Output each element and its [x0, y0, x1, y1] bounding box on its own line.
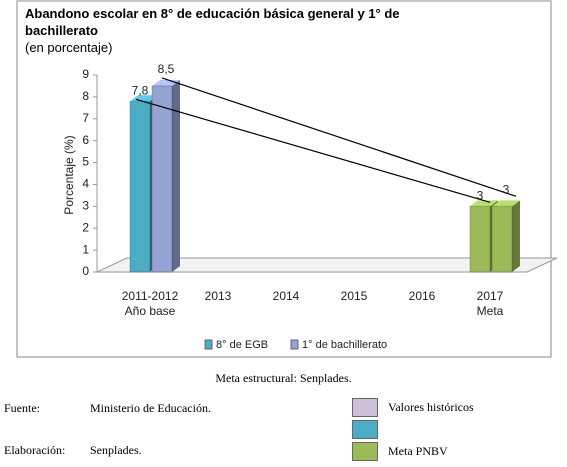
key-label: Valores históricos — [388, 400, 474, 414]
y-tick-label: 8 — [82, 89, 89, 103]
y-tick-label: 2 — [82, 220, 89, 234]
value-label: 3 — [477, 189, 484, 203]
y-tick-label: 5 — [82, 155, 89, 169]
y-tick-label: 4 — [82, 177, 89, 191]
legend-swatch — [290, 339, 299, 350]
y-tick-label: 9 — [82, 67, 89, 81]
y-tick-label: 0 — [82, 264, 89, 278]
floor — [96, 257, 558, 273]
key-swatch — [352, 442, 378, 461]
chart-frame — [16, 0, 552, 358]
y-tick-label: 7 — [82, 111, 89, 125]
author-label: Elaboración: — [4, 443, 66, 457]
legend-label: 8° de EGB — [216, 339, 268, 351]
bar — [469, 205, 491, 273]
bar-top — [492, 200, 520, 207]
bar-top — [470, 200, 498, 207]
bar — [151, 85, 173, 273]
author: Senplades. — [90, 443, 142, 457]
value-label: 8,5 — [158, 62, 175, 76]
chart-subtitle: (en porcentaje) — [25, 40, 113, 55]
key-swatch — [352, 398, 378, 417]
bar — [129, 100, 151, 273]
key-swatch — [352, 420, 378, 439]
x-tick-sublabel: Año base — [125, 304, 176, 318]
y-tick-label: 3 — [82, 199, 89, 213]
legend-label: 1° de bachillerato — [302, 339, 387, 351]
x-tick-label: 2016 — [409, 289, 436, 303]
x-tick-label: 2014 — [273, 289, 300, 303]
bar — [491, 205, 513, 273]
source: Ministerio de Educación. — [90, 401, 211, 415]
y-axis-label: Porcentaje (%) — [62, 135, 76, 214]
bar-side — [172, 79, 180, 272]
x-tick-label: 2017 — [477, 289, 504, 303]
value-label: 3 — [503, 183, 510, 197]
y-tick-label: 1 — [82, 242, 89, 256]
legend-swatch — [204, 339, 213, 350]
bar-side — [512, 200, 520, 272]
caption: Meta estructural: Senplades. — [215, 371, 352, 385]
trend-line — [161, 77, 517, 197]
x-tick-label: 2013 — [205, 289, 232, 303]
value-label: 7,8 — [132, 83, 149, 97]
source-label: Fuente: — [4, 401, 40, 415]
x-tick-sublabel: Meta — [477, 304, 504, 318]
key-label: Meta PNBV — [388, 444, 448, 458]
y-tick-label: 6 — [82, 133, 89, 147]
x-tick-label: 2011-2012 — [122, 289, 179, 303]
chart-title: Abandono escolar en 8° de educación bási… — [25, 6, 400, 38]
trend-line — [135, 98, 491, 203]
x-tick-label: 2015 — [341, 289, 368, 303]
